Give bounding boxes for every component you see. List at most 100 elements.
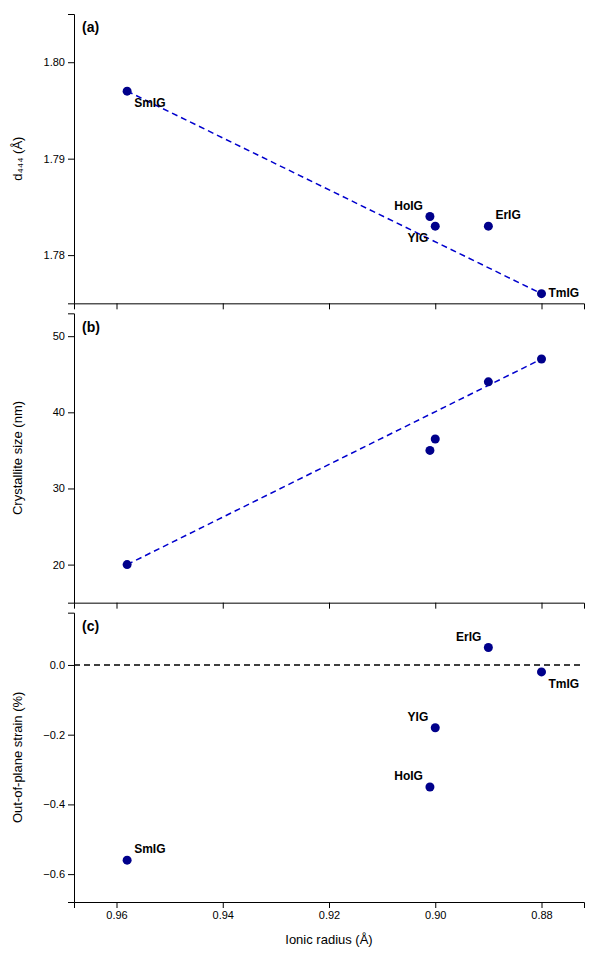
trend-line bbox=[127, 359, 541, 565]
point bbox=[431, 222, 440, 231]
axis-line bbox=[68, 613, 75, 902]
panel: 20 30 40 50 Crystallite size (nm) (b) bbox=[10, 314, 585, 609]
tick-mark bbox=[542, 603, 543, 609]
axis-line bbox=[75, 304, 585, 310]
point bbox=[123, 856, 132, 865]
tick-mark bbox=[329, 603, 330, 609]
axis-line bbox=[75, 903, 585, 909]
axis-line bbox=[68, 15, 75, 304]
tick-mark bbox=[117, 902, 118, 908]
point bbox=[484, 222, 493, 231]
point bbox=[431, 434, 440, 443]
tick: 50 bbox=[53, 330, 74, 342]
tick: 1.78 bbox=[44, 249, 74, 261]
tick-mark bbox=[329, 303, 330, 309]
tick-mark bbox=[435, 902, 436, 908]
point bbox=[425, 446, 434, 455]
point-label: ErIG bbox=[495, 208, 520, 222]
tick: 20 bbox=[53, 559, 74, 571]
reference-line bbox=[74, 664, 584, 666]
point-label: TmIG bbox=[549, 677, 580, 691]
point-label: SmIG bbox=[134, 96, 165, 110]
y-axis-title: d₄₄₄ (Å) bbox=[10, 137, 25, 181]
point-label: YIG bbox=[408, 231, 429, 245]
point bbox=[425, 782, 434, 791]
plot-area bbox=[123, 87, 546, 299]
tick-label: 0.92 bbox=[319, 909, 340, 921]
tick-label: 20 bbox=[53, 559, 65, 571]
tick bbox=[435, 303, 436, 309]
tick-label: 30 bbox=[53, 482, 65, 494]
figure: 1.78 1.79 1.80 d₄₄₄ (Å) SmIG HoIG YIG ErIG TmIG (… bbox=[0, 0, 606, 956]
tick-mark bbox=[542, 303, 543, 309]
tick-mark bbox=[68, 62, 74, 63]
point-label: HoIG bbox=[394, 199, 423, 213]
tick-mark bbox=[329, 902, 330, 908]
x-axis bbox=[75, 603, 585, 609]
tick-mark bbox=[68, 412, 74, 413]
tick bbox=[117, 303, 118, 309]
tick-label: −0.2 bbox=[43, 729, 65, 741]
tick-mark bbox=[117, 603, 118, 609]
tick bbox=[542, 603, 543, 609]
tick-label: 40 bbox=[53, 406, 65, 418]
tick bbox=[117, 603, 118, 609]
tick: −0.4 bbox=[43, 798, 74, 810]
panel-label: (b) bbox=[82, 319, 100, 335]
tick-label: 1.78 bbox=[44, 249, 65, 261]
tick: 0.92 bbox=[319, 902, 340, 921]
tick-mark bbox=[68, 336, 74, 337]
point-label: SmIG bbox=[134, 842, 165, 856]
tick: 0.96 bbox=[106, 902, 127, 921]
tick: 0.88 bbox=[531, 902, 552, 921]
trend-line bbox=[127, 91, 541, 294]
plot-area bbox=[74, 643, 584, 865]
y-axis: −0.6 −0.4 −0.2 0.0 bbox=[43, 613, 74, 902]
point bbox=[484, 643, 493, 652]
x-axis-title: Ionic radius (Å) bbox=[285, 932, 372, 947]
tick bbox=[329, 303, 330, 309]
y-axis: 1.78 1.79 1.80 bbox=[44, 15, 75, 304]
point bbox=[123, 560, 132, 569]
tick-label: 0.0 bbox=[50, 659, 65, 671]
point bbox=[537, 289, 546, 298]
y-axis-title: Out-of-plane strain (%) bbox=[10, 692, 25, 824]
tick: 40 bbox=[53, 406, 74, 418]
panel-label: (c) bbox=[82, 618, 99, 634]
tick: 0.94 bbox=[213, 902, 234, 921]
tick bbox=[329, 603, 330, 609]
tick-label: −0.6 bbox=[43, 868, 65, 880]
tick: −0.6 bbox=[43, 868, 74, 880]
tick-mark bbox=[68, 804, 74, 805]
y-axis: 20 30 40 50 bbox=[53, 314, 75, 603]
tick-mark bbox=[435, 603, 436, 609]
y-axis-title: Crystallite size (nm) bbox=[10, 401, 25, 515]
tick-mark bbox=[542, 902, 543, 908]
axis-line bbox=[68, 314, 75, 603]
tick-mark bbox=[223, 902, 224, 908]
tick-label: 50 bbox=[53, 330, 65, 342]
panel: 1.781.791.80d₄₄₄ (Å)SmIGHoIGYIGErIGTmIG(… bbox=[10, 15, 585, 310]
tick bbox=[223, 303, 224, 309]
tick-mark bbox=[68, 255, 74, 256]
tick-label: 0.88 bbox=[531, 909, 552, 921]
tick: 0.90 bbox=[425, 902, 446, 921]
tick-mark bbox=[223, 303, 224, 309]
tick-label: −0.4 bbox=[43, 798, 65, 810]
point bbox=[123, 87, 132, 96]
tick bbox=[223, 603, 224, 609]
tick bbox=[542, 303, 543, 309]
tick-mark bbox=[68, 665, 74, 666]
tick-mark bbox=[68, 159, 74, 160]
tick: 1.79 bbox=[44, 153, 74, 165]
tick-mark bbox=[68, 735, 74, 736]
x-axis bbox=[75, 303, 585, 309]
point bbox=[537, 667, 546, 676]
plot-area bbox=[123, 355, 546, 570]
point bbox=[431, 723, 440, 732]
tick: 1.80 bbox=[44, 56, 74, 68]
point bbox=[537, 355, 546, 364]
point-label: TmIG bbox=[549, 286, 580, 300]
panel: 0.88 0.90 0.92 0.94 0.96 −0.6 −0.4 −0.2 0.0 Out-o… bbox=[10, 613, 585, 947]
tick bbox=[435, 603, 436, 609]
